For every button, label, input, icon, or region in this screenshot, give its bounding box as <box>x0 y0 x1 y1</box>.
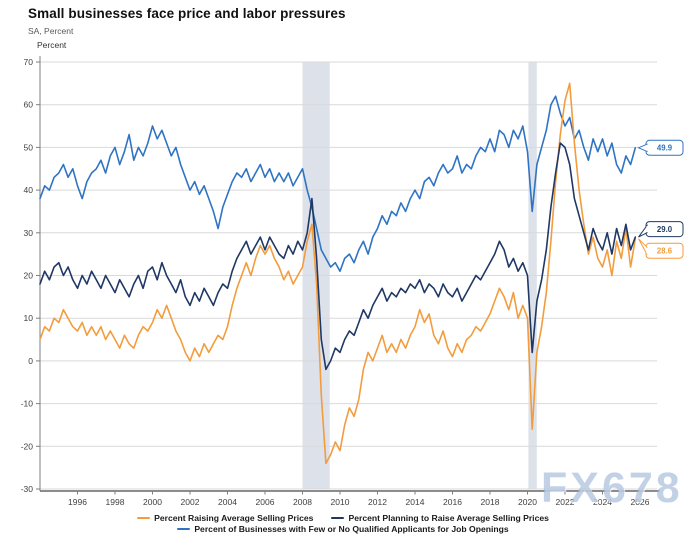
svg-text:2014: 2014 <box>406 497 425 507</box>
legend-label-planning-to-raise: Percent Planning to Raise Average Sellin… <box>348 513 549 523</box>
svg-text:30: 30 <box>24 228 34 238</box>
legend-swatch-blue <box>177 527 191 531</box>
legend-label-few-qualified-applicants: Percent of Businesses with Few or No Qua… <box>194 524 509 534</box>
svg-text:2016: 2016 <box>443 497 462 507</box>
legend: Percent Raising Average Selling Prices P… <box>0 513 686 534</box>
svg-text:2000: 2000 <box>143 497 162 507</box>
svg-text:0: 0 <box>28 356 33 366</box>
svg-text:2010: 2010 <box>331 497 350 507</box>
y-axis-title: Percent <box>37 40 67 50</box>
svg-text:-20: -20 <box>21 441 34 451</box>
svg-text:2004: 2004 <box>218 497 237 507</box>
series-lines <box>39 82 637 465</box>
svg-text:40: 40 <box>24 185 34 195</box>
chart-title: Small businesses face price and labor pr… <box>28 6 346 21</box>
svg-text:2024: 2024 <box>593 497 612 507</box>
legend-item-few-qualified-applicants: Percent of Businesses with Few or No Qua… <box>177 524 509 534</box>
svg-text:50: 50 <box>24 142 34 152</box>
svg-text:2020: 2020 <box>518 497 537 507</box>
legend-item-planning-to-raise: Percent Planning to Raise Average Sellin… <box>331 513 549 523</box>
chart-subtitle: SA, Percent <box>28 26 74 36</box>
svg-text:1996: 1996 <box>68 497 87 507</box>
series-line-2 <box>39 95 637 273</box>
svg-text:2022: 2022 <box>556 497 575 507</box>
svg-text:49.9: 49.9 <box>657 144 673 153</box>
svg-text:2002: 2002 <box>181 497 200 507</box>
series-line-0 <box>39 82 637 465</box>
end-value-callouts: 28.6 29.0 49.9 <box>637 139 684 259</box>
svg-text:2008: 2008 <box>293 497 312 507</box>
legend-row-2: Percent of Businesses with Few or No Qua… <box>177 524 509 534</box>
svg-text:-10: -10 <box>21 399 34 409</box>
svg-text:2018: 2018 <box>481 497 500 507</box>
svg-text:29.0: 29.0 <box>657 225 673 234</box>
legend-swatch-navy <box>331 516 345 520</box>
series-line-1 <box>39 142 637 371</box>
watermark: FX678 <box>541 464 683 512</box>
svg-text:2012: 2012 <box>368 497 387 507</box>
svg-text:2026: 2026 <box>631 497 650 507</box>
x-axis: 1996 1998 2000 2002 2004 2006 2008 2010 2012 2014… <box>40 490 660 507</box>
legend-row-1: Percent Raising Average Selling Prices P… <box>137 513 549 523</box>
gridlines <box>40 61 657 490</box>
svg-text:70: 70 <box>24 57 34 67</box>
svg-text:28.6: 28.6 <box>657 247 673 256</box>
svg-text:20: 20 <box>24 271 34 281</box>
svg-text:10: 10 <box>24 313 34 323</box>
legend-swatch-orange <box>137 516 151 520</box>
svg-text:1998: 1998 <box>106 497 125 507</box>
legend-item-raising-prices: Percent Raising Average Selling Prices <box>137 513 313 523</box>
y-axis: 70 60 50 40 30 20 10 0 -10 -20 -30 <box>21 56 41 494</box>
legend-label-raising-prices: Percent Raising Average Selling Prices <box>154 513 314 523</box>
svg-text:60: 60 <box>24 100 34 110</box>
svg-text:-30: -30 <box>21 484 34 494</box>
svg-text:2006: 2006 <box>256 497 275 507</box>
